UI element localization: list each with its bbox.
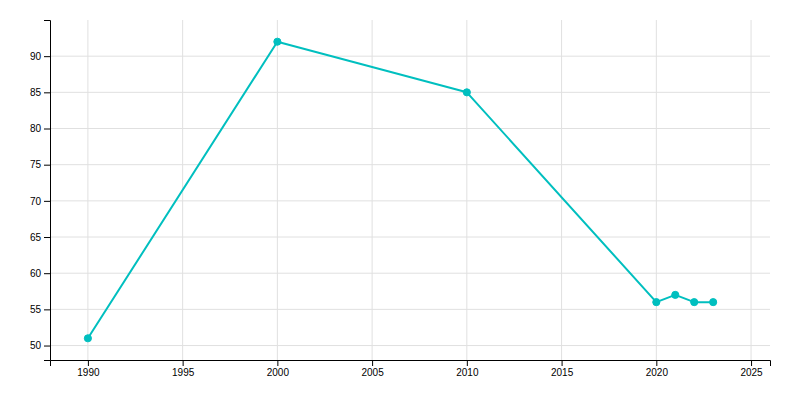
tick-label: 55 <box>30 304 42 315</box>
tick-label: 50 <box>30 340 42 351</box>
axis-line <box>51 361 771 367</box>
tick-mark <box>656 360 657 366</box>
tick-label: 70 <box>30 196 42 207</box>
tick-mark <box>44 92 50 93</box>
tick: 55 <box>30 304 50 315</box>
tick: 2005 <box>361 360 384 378</box>
grid-line-y <box>50 200 770 201</box>
tick-label: 75 <box>30 159 42 170</box>
tick-label: 60 <box>30 268 42 279</box>
grid-line-y <box>50 273 770 274</box>
tick-label: 2025 <box>740 367 763 378</box>
grid-line-y <box>50 345 770 346</box>
data-point <box>463 89 470 96</box>
tick-mark <box>372 360 373 366</box>
tick-label: 65 <box>30 232 42 243</box>
tick-label: 90 <box>30 51 42 62</box>
tick: 65 <box>30 232 50 243</box>
tick-mark <box>751 360 752 366</box>
data-point <box>84 335 91 342</box>
data-point <box>274 38 281 45</box>
grid-line-y <box>50 128 770 129</box>
tick: 2025 <box>740 360 763 378</box>
tick: 80 <box>30 123 50 134</box>
grid-line-y <box>50 56 770 57</box>
chart-svg: 1990 1995 2000 2005 2010 2015 2020 2025 50 55 60 65… <box>0 0 800 400</box>
tick-mark <box>44 201 50 202</box>
tick-label: 2015 <box>551 367 574 378</box>
tick-mark <box>562 360 563 366</box>
y-axis: 50 55 60 65 70 75 80 85 90 <box>30 21 51 361</box>
plot-area: 1990 1995 2000 2005 2010 2015 2020 2025 50 55 60 65… <box>30 20 771 378</box>
grid-line-y <box>50 237 770 238</box>
tick: 2000 <box>267 360 290 378</box>
tick: 75 <box>30 159 50 170</box>
tick-mark <box>44 165 50 166</box>
data-point <box>691 299 698 306</box>
data-point <box>672 291 679 298</box>
marks <box>84 38 716 342</box>
tick: 1995 <box>172 360 195 378</box>
tick-label: 2005 <box>361 367 384 378</box>
tick-label: 1995 <box>172 367 195 378</box>
tick-label: 2020 <box>646 367 669 378</box>
data-line <box>88 42 713 339</box>
tick: 90 <box>30 51 50 62</box>
tick-label: 2000 <box>267 367 290 378</box>
axis-line <box>44 21 51 361</box>
tick-label: 85 <box>30 87 42 98</box>
tick-mark <box>44 237 50 238</box>
tick: 50 <box>30 340 50 351</box>
tick-label: 2010 <box>456 367 479 378</box>
data-point <box>710 299 717 306</box>
tick-mark <box>44 346 50 347</box>
tick: 2015 <box>551 360 574 378</box>
tick-mark <box>44 309 50 310</box>
tick-mark <box>44 273 50 274</box>
tick: 70 <box>30 196 50 207</box>
tick-mark <box>44 129 50 130</box>
tick: 2020 <box>646 360 669 378</box>
tick-label: 1990 <box>77 367 100 378</box>
tick: 2010 <box>456 360 479 378</box>
tick-mark <box>183 360 184 366</box>
tick-mark <box>44 56 50 57</box>
data-point <box>653 299 660 306</box>
tick: 1990 <box>77 360 100 378</box>
tick-label: 80 <box>30 123 42 134</box>
grid-line-y <box>50 164 770 165</box>
grid <box>50 20 770 360</box>
grid-line-y <box>50 309 770 310</box>
tick-mark <box>277 360 278 366</box>
tick-mark <box>467 360 468 366</box>
tick-mark <box>88 360 89 366</box>
tick: 85 <box>30 87 50 98</box>
grid-line-y <box>50 92 770 93</box>
tick: 60 <box>30 268 50 279</box>
x-axis: 1990 1995 2000 2005 2010 2015 2020 2025 <box>51 360 771 378</box>
